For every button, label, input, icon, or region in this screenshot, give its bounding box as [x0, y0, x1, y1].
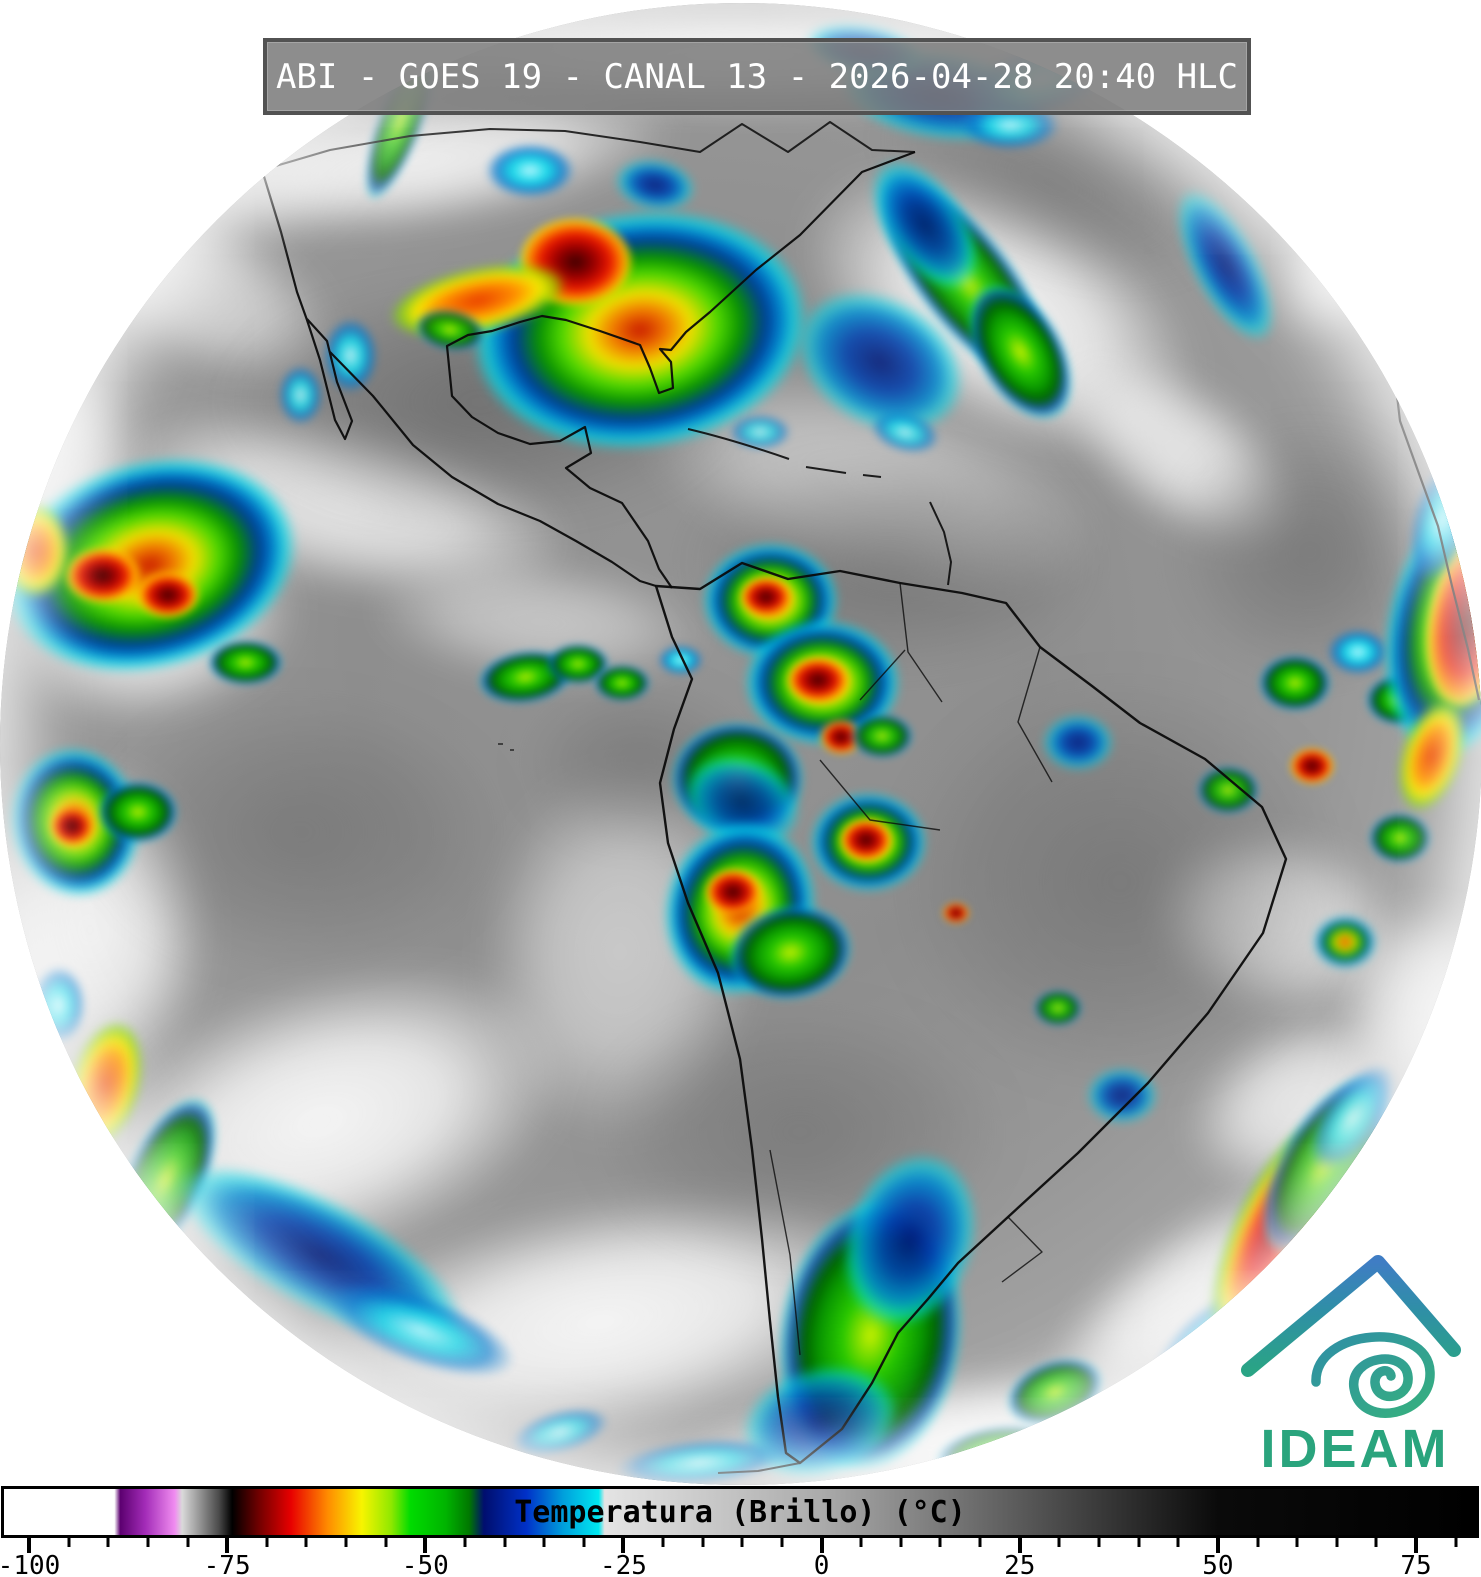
cloud-blob [943, 903, 969, 923]
axis-tick [661, 1538, 665, 1547]
axis-tick [1176, 1538, 1180, 1547]
axis-tick-label: 0 [813, 1551, 830, 1577]
axis-tick [1414, 1538, 1419, 1553]
axis-tick [186, 1538, 189, 1547]
cloud-blob [1369, 813, 1431, 863]
colorbar-title: Temperatura (Brillo) (°C) [514, 1494, 966, 1530]
logo-mountain-icon [1241, 1255, 1461, 1377]
cloud-blob [1259, 655, 1331, 711]
axis-tick [740, 1538, 744, 1547]
cloud-blob [890, 672, 1350, 1092]
cloud-blob [705, 869, 761, 915]
axis-tick-label: -75 [203, 1551, 251, 1577]
cloud-blob [787, 657, 849, 703]
cloud-blob [851, 714, 913, 758]
cloud-blob [50, 806, 94, 846]
cloud-blob [98, 781, 178, 843]
axis-tick [1097, 1538, 1101, 1547]
cloud-blob [657, 645, 703, 675]
cloud-blob [729, 414, 791, 450]
axis-tick [621, 1538, 626, 1553]
axis-tick [819, 1538, 824, 1553]
cloud-blob [485, 142, 575, 198]
axis-tick [1295, 1538, 1299, 1547]
axis-tick [1137, 1538, 1141, 1547]
axis-tick [1017, 1538, 1022, 1553]
coastline-path [1370, 295, 1481, 701]
axis-tick [106, 1538, 110, 1547]
cloud-blob [1197, 766, 1259, 814]
axis-tick [463, 1538, 467, 1547]
axis-tick [1215, 1538, 1220, 1553]
cloud-blob [30, 966, 86, 1044]
axis-tick [26, 1538, 31, 1553]
cloud-blob [1327, 629, 1389, 675]
cloud-blob [1087, 1067, 1157, 1123]
colorbar-axis: -100 -75 -50 -25 0 25 50 75 [0, 1538, 1481, 1577]
earth-disk [0, 3, 1481, 1485]
cloud-blob [277, 365, 323, 425]
logo-text: IDEAM [1260, 1419, 1450, 1479]
cloud-blob [1043, 714, 1113, 770]
coastlines [260, 121, 1481, 1474]
axis-tick [146, 1538, 150, 1547]
axis-tick [899, 1538, 903, 1547]
coastline-path [687, 428, 952, 586]
axis-tick-label: -25 [599, 1551, 647, 1577]
axis-tick-label: -50 [401, 1551, 449, 1577]
cloud-blob [1034, 990, 1082, 1026]
axis-tick [938, 1538, 942, 1547]
cloud-blob [740, 577, 792, 617]
axis-tick [265, 1538, 269, 1547]
axis-tick [423, 1538, 428, 1553]
axis-tick [542, 1538, 546, 1547]
axis-tick [780, 1538, 784, 1547]
axis-tick [1057, 1538, 1061, 1547]
coastline-path [717, 1462, 801, 1474]
axis-tick [344, 1538, 348, 1547]
cloud-blob [137, 572, 199, 618]
title-text: ABI - GOES 19 - CANAL 13 - 2026-04-28 20… [275, 56, 1239, 97]
axis-tick [225, 1538, 230, 1553]
ideam-logo: IDEAM [1230, 1242, 1480, 1480]
axis-tick [384, 1538, 388, 1547]
axis-tick-label: 75 [1400, 1551, 1432, 1577]
colorbar-gradient: Temperatura (Brillo) (°C) [1, 1486, 1479, 1538]
axis-tick [1374, 1538, 1378, 1547]
cloud-blob [840, 819, 892, 861]
cloud-blob [64, 547, 140, 603]
coastline-path [498, 582, 1053, 1356]
coastline-path [654, 561, 1288, 1465]
axis-tick [859, 1538, 863, 1547]
coastline-path [261, 121, 916, 171]
axis-tick [978, 1538, 982, 1547]
axis-tick-label: 50 [1202, 1551, 1234, 1577]
coastline-path [445, 150, 916, 589]
cloud-blob [0, 502, 70, 598]
axis-tick [1454, 1538, 1458, 1547]
colorbar: Temperatura (Brillo) (°C) -100 -75 -50 -25 0… [0, 1486, 1481, 1577]
axis-tick [1335, 1538, 1339, 1547]
coastline-path [260, 169, 657, 588]
ideam-logo-graphic [1241, 1255, 1461, 1418]
axis-tick-label: 25 [1004, 1551, 1036, 1577]
cloud-blob [1290, 748, 1334, 784]
cloud-blob [207, 639, 283, 685]
axis-tick [503, 1538, 507, 1547]
axis-tick-label: -100 [0, 1551, 61, 1577]
title-bar: ABI - GOES 19 - CANAL 13 - 2026-04-28 20… [263, 38, 1251, 115]
axis-tick [304, 1538, 308, 1547]
cloud-blob [594, 665, 650, 701]
axis-tick [701, 1538, 705, 1547]
cloud-blob [1315, 917, 1375, 967]
axis-tick [582, 1538, 586, 1547]
logo-hurricane-spiral-icon [1311, 1332, 1435, 1418]
axis-tick [1256, 1538, 1259, 1547]
axis-tick [67, 1538, 71, 1547]
